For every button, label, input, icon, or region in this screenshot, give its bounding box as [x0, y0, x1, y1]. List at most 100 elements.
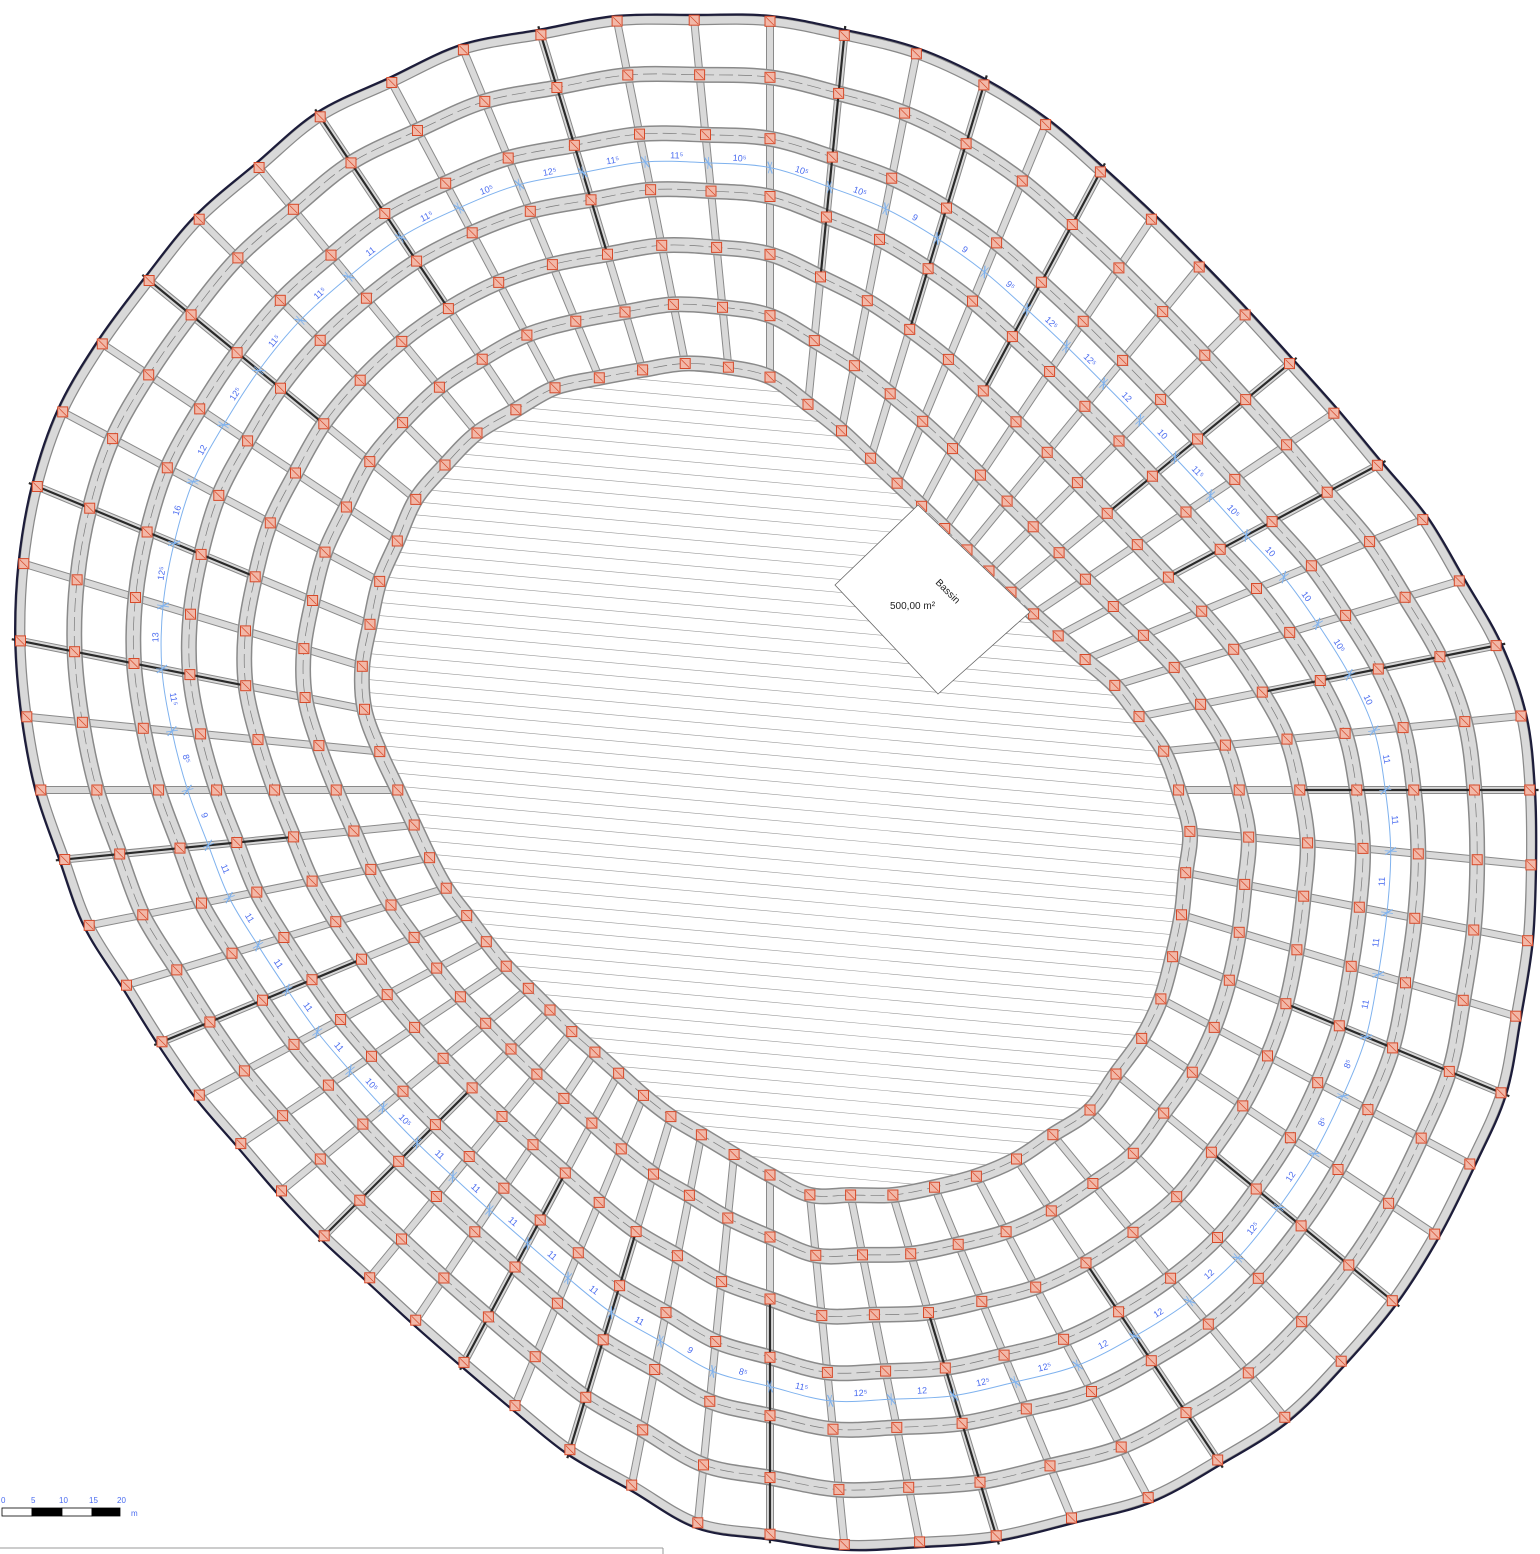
- connection-node: [96, 338, 108, 350]
- connection-node: [977, 385, 989, 397]
- dimension-value: 11⁵: [419, 209, 435, 224]
- dimension-value: 11: [272, 957, 285, 970]
- connection-node: [69, 646, 81, 658]
- connection-node: [974, 469, 986, 481]
- connection-node: [1205, 1146, 1217, 1158]
- dimension-value: 16: [171, 504, 184, 517]
- connection-node: [1314, 675, 1326, 686]
- connection-node: [1279, 1411, 1291, 1423]
- connection-node: [722, 1212, 734, 1224]
- dimension-tick: [342, 271, 356, 282]
- connection-node: [1127, 1147, 1139, 1159]
- connection-node: [941, 202, 952, 214]
- connection-node: [318, 1230, 330, 1242]
- dimension-value: 12⁵: [975, 1376, 991, 1389]
- connection-node: [1133, 711, 1145, 723]
- connection-node: [764, 1293, 776, 1305]
- connection-node: [836, 425, 847, 437]
- connection-node: [21, 711, 33, 723]
- connection-node: [156, 1036, 168, 1048]
- outer-roof-outline: [14, 13, 1538, 1552]
- connection-node: [1171, 1191, 1183, 1203]
- dimension-value: 11⁵: [670, 150, 683, 160]
- dimension-value: 10⁵: [732, 153, 747, 164]
- dimension-tick: [1128, 1330, 1142, 1342]
- connection-node: [967, 295, 978, 307]
- connection-node: [952, 1238, 964, 1250]
- connection-node: [546, 259, 558, 271]
- connection-nodes: [15, 14, 1537, 1551]
- connection-node: [649, 1364, 661, 1375]
- connection-node: [1371, 459, 1383, 471]
- connection-node: [529, 1351, 541, 1363]
- connection-node: [764, 1528, 776, 1540]
- connection-node: [1199, 349, 1211, 361]
- connection-node: [683, 1189, 695, 1201]
- dimension-value: 11⁵: [1190, 464, 1206, 481]
- connection-node: [764, 371, 776, 383]
- connection-node: [660, 1307, 672, 1319]
- connection-node: [698, 1459, 709, 1471]
- connection-node: [904, 323, 916, 335]
- connection-node: [1058, 1333, 1070, 1345]
- dimension-tick: [1170, 451, 1180, 465]
- connection-node: [1101, 507, 1113, 519]
- connection-node: [1357, 842, 1369, 854]
- connection-node: [457, 44, 469, 56]
- connection-node: [764, 310, 776, 322]
- connection-node: [1192, 433, 1204, 445]
- connection-node: [838, 1539, 850, 1551]
- connection-node: [688, 14, 700, 26]
- connection-node: [232, 252, 244, 264]
- scale-tick-15: 15: [89, 1496, 98, 1505]
- connection-node: [335, 1014, 347, 1025]
- dimension-tick: [577, 166, 588, 179]
- connection-node: [325, 249, 337, 261]
- dimension-tick: [202, 839, 215, 852]
- connection-node: [960, 138, 972, 150]
- connection-node: [1184, 825, 1196, 837]
- connection-node: [397, 417, 409, 429]
- connection-node: [998, 1349, 1010, 1361]
- connection-node: [482, 1311, 494, 1323]
- dimension-tick: [1343, 668, 1355, 681]
- dimension-tick: [1336, 1093, 1350, 1100]
- connection-node: [231, 347, 243, 359]
- dimension-value: 13: [150, 632, 160, 642]
- connection-node: [257, 994, 268, 1006]
- connection-node: [454, 991, 466, 1003]
- connection-node: [705, 185, 717, 197]
- connection-node: [18, 558, 30, 570]
- hatch-line: [357, 780, 1191, 862]
- connection-node: [804, 1189, 816, 1201]
- connection-node: [1109, 679, 1121, 691]
- connection-node: [891, 477, 903, 489]
- connection-node: [1010, 416, 1022, 428]
- hatch-line: [357, 598, 1191, 680]
- dimension-value: 8⁵: [181, 753, 193, 764]
- dimension-value: 11: [364, 245, 377, 259]
- connection-node: [1515, 710, 1527, 722]
- connection-node: [290, 467, 301, 479]
- connection-node: [440, 882, 452, 894]
- connection-node: [1240, 394, 1252, 406]
- connection-node: [461, 910, 473, 922]
- connection-node: [408, 931, 420, 943]
- dimension-tick: [1009, 1376, 1021, 1388]
- connection-node: [322, 1079, 334, 1091]
- dimension-tick: [252, 366, 266, 375]
- connection-node: [1305, 560, 1317, 572]
- dimension-value: 11⁵: [312, 285, 329, 301]
- connection-node: [1006, 331, 1018, 343]
- connection-node: [1086, 1386, 1097, 1397]
- connection-node: [887, 1189, 899, 1201]
- connection-node: [716, 1276, 728, 1288]
- connection-node: [1146, 470, 1158, 482]
- dimension-value: 12⁵: [1043, 314, 1060, 331]
- dimension-value: 9: [199, 811, 210, 819]
- connection-node: [424, 852, 436, 864]
- connection-node: [76, 716, 88, 728]
- connection-node: [1524, 784, 1536, 796]
- connection-node: [1079, 654, 1091, 665]
